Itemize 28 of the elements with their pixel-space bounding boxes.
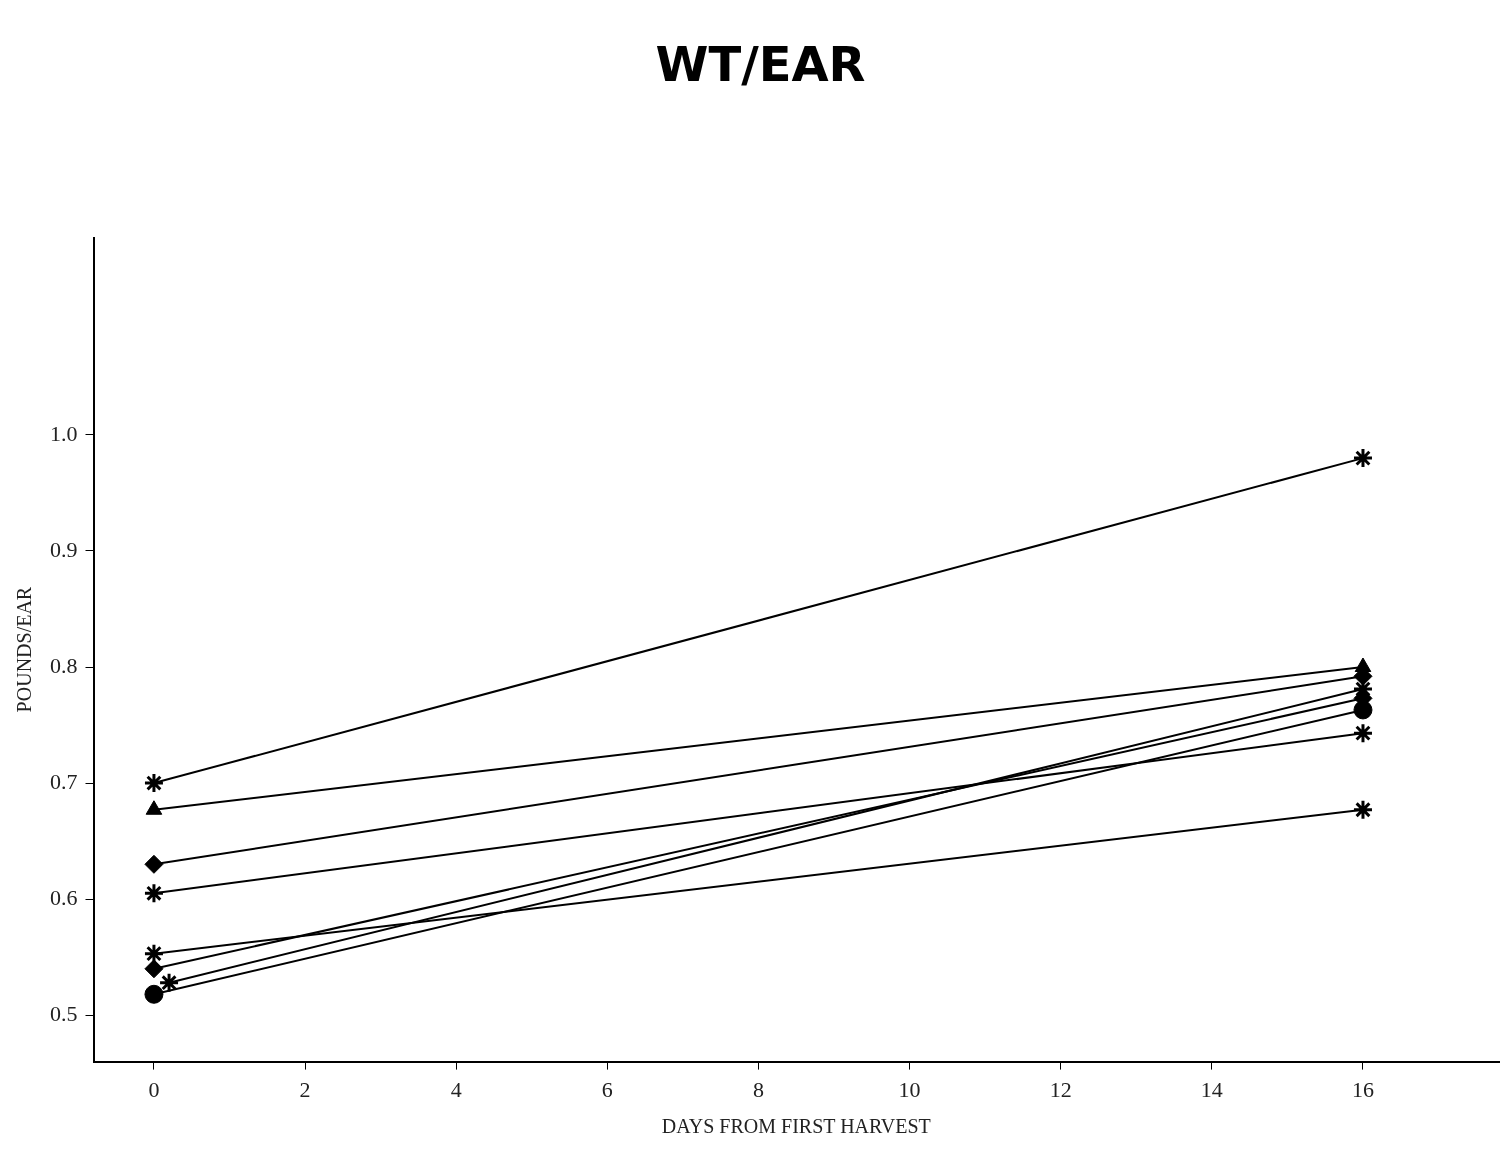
x-tick-label: 6 (601, 1076, 613, 1102)
point (144, 984, 164, 1004)
x-tick-label: 16 (1351, 1076, 1374, 1102)
y-tick-label: 0.7 (50, 768, 78, 794)
point (1352, 447, 1374, 469)
y-tick-label: 0.5 (50, 1000, 78, 1026)
y-tick-label: 0.8 (50, 652, 78, 678)
point (1352, 722, 1374, 744)
y-axis-title: POUNDS/EAR (13, 586, 36, 713)
point (143, 882, 165, 904)
point (143, 943, 165, 965)
point (144, 854, 164, 874)
x-tick-label: 0 (148, 1076, 160, 1102)
y-tick-label: 0.9 (50, 536, 78, 562)
x-axis-title: DAYS FROM FIRST HARVEST (661, 1115, 931, 1138)
point (1352, 799, 1374, 821)
x-tick-label: 4 (450, 1076, 462, 1102)
point (143, 772, 165, 794)
y-tick-label: 0.6 (50, 884, 78, 910)
x-tick-label: 12 (1049, 1076, 1072, 1102)
chart-title: WT/EAR (655, 36, 866, 93)
x-tick-label: 8 (752, 1076, 764, 1102)
x-tick-label: 14 (1200, 1076, 1223, 1102)
point (158, 972, 180, 994)
x-tick-label: 2 (299, 1076, 311, 1102)
x-tick-label: 10 (898, 1076, 921, 1102)
y-tick-label: 1.0 (50, 420, 78, 446)
point (144, 959, 164, 979)
